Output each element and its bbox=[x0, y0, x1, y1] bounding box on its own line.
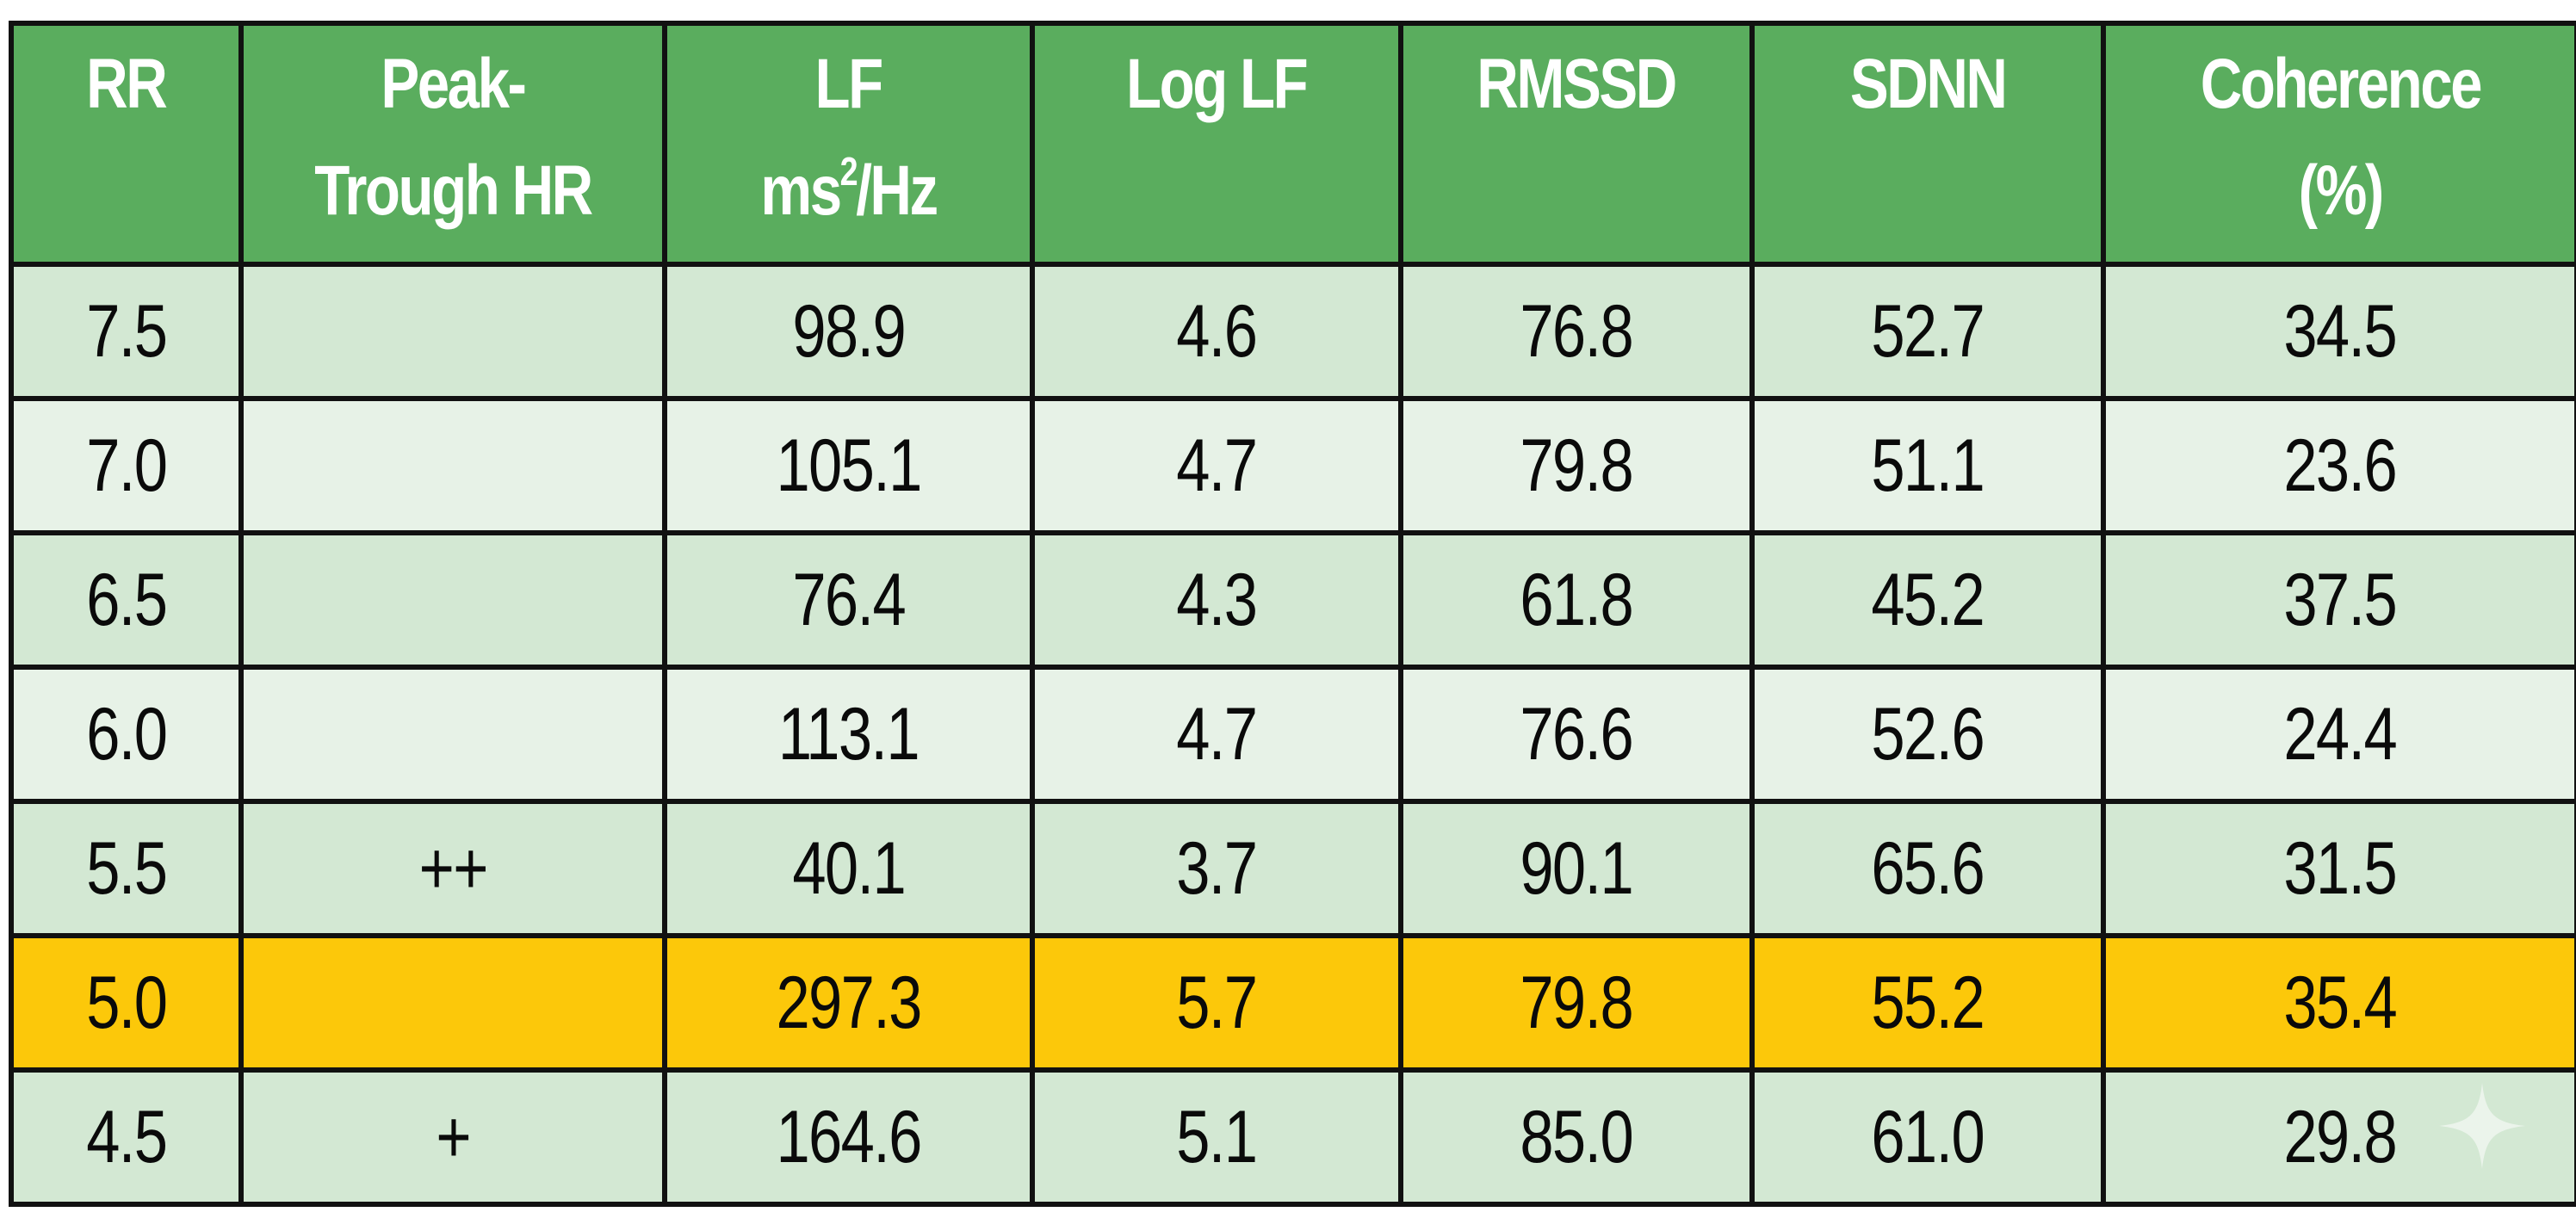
cell-lf: 297.3 bbox=[662, 933, 1035, 1073]
cell-peak-trough-hr bbox=[238, 262, 667, 401]
cell-lf: 76.4 bbox=[662, 530, 1035, 670]
cell-sdnn: 52.7 bbox=[1749, 262, 2106, 401]
cell-rr: 4.5 bbox=[9, 1067, 244, 1207]
column-header-label: Log LF bbox=[1126, 45, 1309, 123]
cell-log-lf: 4.3 bbox=[1030, 530, 1403, 670]
cell-peak-trough-hr bbox=[238, 530, 667, 670]
cell-rr: 7.0 bbox=[9, 396, 244, 535]
cell-peak-trough-hr bbox=[238, 933, 667, 1073]
column-header-rmssd: RMSSD bbox=[1398, 21, 1755, 267]
cell-sdnn: 45.2 bbox=[1749, 530, 2106, 670]
unit-per-hz: /Hz bbox=[856, 152, 938, 230]
cell-coherence: 23.6 bbox=[2101, 396, 2576, 535]
cell-rmssd: 79.8 bbox=[1398, 396, 1755, 535]
unit-exponent: 2 bbox=[839, 149, 858, 194]
column-header-label: RR bbox=[86, 45, 168, 123]
cell-lf: 98.9 bbox=[662, 262, 1035, 401]
column-header-log-lf: Log LF bbox=[1030, 21, 1403, 267]
unit-ms: ms bbox=[760, 152, 842, 230]
cell-sdnn: 61.0 bbox=[1749, 1067, 2106, 1207]
cell-lf: 105.1 bbox=[662, 396, 1035, 535]
column-header-label: Trough HR bbox=[314, 152, 593, 230]
cell-coherence: 35.4 bbox=[2101, 933, 2576, 1073]
cell-sdnn: 51.1 bbox=[1749, 396, 2106, 535]
header-row: RR Peak- Trough HR LF ms2/Hz Log LF RMSS… bbox=[9, 21, 2576, 267]
cell-rr: 7.5 bbox=[9, 262, 244, 401]
column-header-rr: RR bbox=[9, 21, 244, 267]
table-row: 4.5 + 164.6 5.1 85.0 61.0 29.8 bbox=[9, 1067, 2576, 1207]
cell-coherence: 24.4 bbox=[2101, 665, 2576, 804]
table-row: 7.5 98.9 4.6 76.8 52.7 34.5 bbox=[9, 262, 2576, 401]
cell-coherence: 29.8 bbox=[2101, 1067, 2576, 1207]
table-row: 7.0 105.1 4.7 79.8 51.1 23.6 bbox=[9, 396, 2576, 535]
cell-lf: 113.1 bbox=[662, 665, 1035, 804]
cell-sdnn: 55.2 bbox=[1749, 933, 2106, 1073]
cell-log-lf: 5.1 bbox=[1030, 1067, 1403, 1207]
cell-sdnn: 65.6 bbox=[1749, 799, 2106, 938]
hrv-results-table-container: RR Peak- Trough HR LF ms2/Hz Log LF RMSS… bbox=[9, 21, 2576, 1207]
cell-coherence: 37.5 bbox=[2101, 530, 2576, 670]
cell-rmssd: 76.8 bbox=[1398, 262, 1755, 401]
column-header-peak-trough-hr: Peak- Trough HR bbox=[238, 21, 667, 267]
table-row: 6.5 76.4 4.3 61.8 45.2 37.5 bbox=[9, 530, 2576, 670]
column-header-label: LF bbox=[814, 45, 884, 123]
cell-rmssd: 61.8 bbox=[1398, 530, 1755, 670]
hrv-results-table: RR Peak- Trough HR LF ms2/Hz Log LF RMSS… bbox=[9, 21, 2576, 1207]
column-header-label: (%) bbox=[2298, 152, 2384, 230]
cell-log-lf: 3.7 bbox=[1030, 799, 1403, 938]
table-row: 5.5 ++ 40.1 3.7 90.1 65.6 31.5 bbox=[9, 799, 2576, 938]
cell-rmssd: 76.6 bbox=[1398, 665, 1755, 804]
cell-rr: 6.0 bbox=[9, 665, 244, 804]
cell-rr: 5.0 bbox=[9, 933, 244, 1073]
cell-peak-trough-hr: ++ bbox=[238, 799, 667, 938]
cell-log-lf: 4.7 bbox=[1030, 665, 1403, 804]
column-header-label: Coherence bbox=[2200, 45, 2482, 123]
column-header-label: RMSSD bbox=[1477, 45, 1678, 123]
cell-coherence: 31.5 bbox=[2101, 799, 2576, 938]
column-header-sdnn: SDNN bbox=[1749, 21, 2106, 267]
cell-lf: 40.1 bbox=[662, 799, 1035, 938]
cell-rmssd: 85.0 bbox=[1398, 1067, 1755, 1207]
cell-log-lf: 4.7 bbox=[1030, 396, 1403, 535]
table-row-highlighted: 5.0 297.3 5.7 79.8 55.2 35.4 bbox=[9, 933, 2576, 1073]
cell-rmssd: 90.1 bbox=[1398, 799, 1755, 938]
cell-rmssd: 79.8 bbox=[1398, 933, 1755, 1073]
column-header-label: SDNN bbox=[1849, 45, 2008, 123]
column-header-lf: LF ms2/Hz bbox=[662, 21, 1035, 267]
cell-peak-trough-hr bbox=[238, 396, 667, 535]
column-header-label: Peak- bbox=[381, 45, 527, 123]
cell-peak-trough-hr: + bbox=[238, 1067, 667, 1207]
cell-log-lf: 5.7 bbox=[1030, 933, 1403, 1073]
table-row: 6.0 113.1 4.7 76.6 52.6 24.4 bbox=[9, 665, 2576, 804]
cell-rr: 5.5 bbox=[9, 799, 244, 938]
cell-log-lf: 4.6 bbox=[1030, 262, 1403, 401]
cell-rr: 6.5 bbox=[9, 530, 244, 670]
cell-coherence: 34.5 bbox=[2101, 262, 2576, 401]
column-header-unit: ms2/Hz bbox=[760, 138, 938, 244]
cell-sdnn: 52.6 bbox=[1749, 665, 2106, 804]
column-header-coherence: Coherence (%) bbox=[2101, 21, 2576, 267]
cell-peak-trough-hr bbox=[238, 665, 667, 804]
cell-lf: 164.6 bbox=[662, 1067, 1035, 1207]
